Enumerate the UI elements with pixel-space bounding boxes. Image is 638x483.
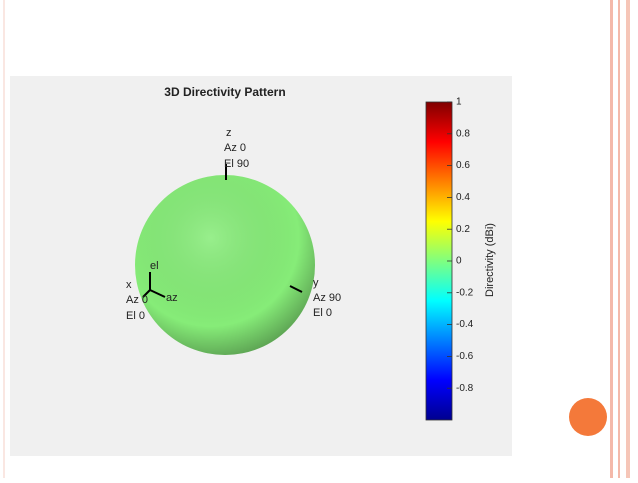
colorbar-tick-label: 1 (456, 97, 462, 108)
colorbar-tick-label: 0.8 (456, 128, 470, 139)
axis-annotation: az (166, 292, 178, 304)
axis-annotation: z (226, 127, 232, 139)
slide-border (626, 0, 630, 478)
slide-border (610, 0, 613, 478)
axis-annotation: Az 90 (313, 292, 341, 304)
axis-annotation: Az 0 (126, 294, 148, 306)
colorbar-tick-label: -0.8 (456, 383, 474, 394)
slide-border (618, 0, 620, 478)
colorbar-tick-label: 0.6 (456, 160, 470, 171)
colorbar-label: Directivity (dBi) (484, 223, 496, 297)
axis-annotation: El 0 (313, 307, 332, 319)
colorbar-tick-label: 0 (456, 256, 462, 267)
axis-annotation: el (150, 260, 159, 272)
colorbar-tick-label: -0.2 (456, 287, 474, 298)
axis-markers (142, 164, 303, 298)
sphere-shading (135, 175, 315, 355)
axis-annotation: El 0 (126, 310, 145, 322)
axis-annotation: El 90 (224, 158, 249, 170)
chart-title: 3D Directivity Pattern (164, 85, 285, 99)
decoration-circle (569, 398, 607, 436)
axis-annotation: x (126, 279, 132, 291)
colorbar-tick-label: 0.4 (456, 192, 470, 203)
colorbar-tick-label: -0.6 (456, 351, 474, 362)
axis-annotation: y (313, 277, 319, 289)
axis-annotation: Az 0 (224, 142, 246, 154)
colorbar-tick-label: 0.2 (456, 224, 470, 235)
colorbar-tick-label: -0.4 (456, 319, 474, 330)
